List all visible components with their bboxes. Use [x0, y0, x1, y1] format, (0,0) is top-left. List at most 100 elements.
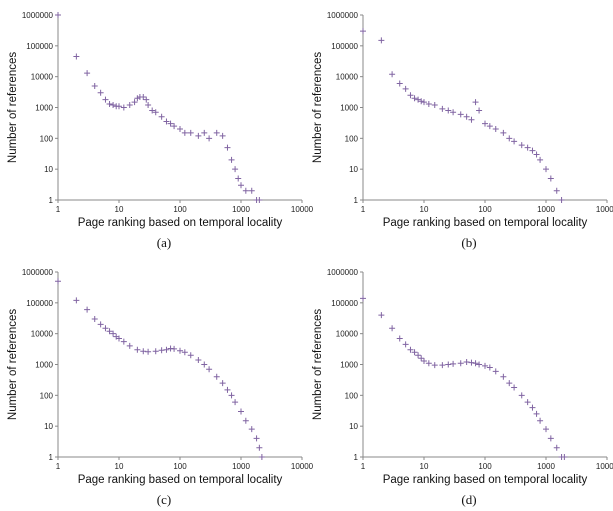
- point: [126, 102, 133, 109]
- point: [126, 342, 133, 349]
- point: [476, 361, 483, 368]
- point: [457, 360, 464, 367]
- y-tick-label: 1000: [340, 104, 358, 113]
- point: [537, 156, 544, 163]
- point: [396, 80, 403, 87]
- x-tick-label: 1: [361, 462, 366, 471]
- point: [91, 82, 98, 89]
- point: [511, 384, 518, 391]
- point: [415, 352, 422, 359]
- point: [181, 349, 188, 356]
- point: [248, 187, 255, 194]
- x-tick-label: 10: [115, 462, 124, 471]
- y-tick-label: 10: [44, 422, 53, 431]
- point: [450, 360, 457, 367]
- point: [421, 357, 427, 364]
- y-tick-label: 1000: [35, 104, 53, 113]
- point: [547, 175, 554, 182]
- y-tick-label: 10000: [31, 73, 54, 82]
- y-tick-label: 100: [40, 134, 54, 143]
- y-tick-label: 1000000: [327, 11, 359, 20]
- x-tick-label: 100: [173, 462, 187, 471]
- point: [258, 454, 265, 460]
- y-tick-label: 10000: [336, 330, 359, 339]
- point: [195, 356, 202, 363]
- point: [110, 330, 117, 337]
- point: [445, 107, 452, 114]
- point: [389, 71, 396, 78]
- y-tick-label: 1: [354, 453, 359, 462]
- x-tick-label: 1: [56, 205, 61, 214]
- point: [206, 366, 213, 373]
- point: [219, 380, 226, 387]
- point: [242, 187, 249, 194]
- y-tick-label: 1000000: [327, 268, 359, 277]
- y-tick-label: 1: [354, 196, 359, 205]
- point: [439, 362, 446, 369]
- point: [167, 120, 174, 127]
- x-tick-label: 1000: [232, 462, 250, 471]
- point: [431, 102, 438, 109]
- panel: 1 10 100 1000 10000 100000 1000000 1 10 100 1000 10…: [312, 11, 613, 250]
- x-axis-label: Page ranking based on temporal locality: [383, 217, 588, 229]
- point: [524, 144, 531, 151]
- point: [533, 410, 540, 417]
- point: [143, 96, 150, 103]
- caption: (b): [461, 235, 476, 250]
- point: [187, 352, 194, 359]
- x-tick-label: 10: [420, 205, 429, 214]
- y-tick-label: 1000: [35, 361, 53, 370]
- point: [145, 348, 152, 355]
- point: [482, 120, 488, 127]
- x-axis-label: Page ranking based on temporal locality: [78, 474, 283, 486]
- point: [187, 129, 194, 136]
- point: [411, 349, 418, 356]
- point: [529, 404, 536, 411]
- point: [553, 444, 560, 451]
- point: [213, 129, 220, 136]
- point: [431, 362, 438, 369]
- point: [457, 111, 464, 118]
- y-tick-label: 10: [44, 165, 53, 174]
- point: [425, 100, 432, 107]
- point: [543, 166, 549, 173]
- point: [543, 426, 549, 433]
- point: [418, 355, 425, 362]
- point: [500, 129, 507, 136]
- point: [360, 28, 366, 35]
- point: [463, 359, 470, 366]
- point: [116, 103, 122, 110]
- x-axis-label: Page ranking based on temporal locality: [78, 217, 283, 229]
- point: [518, 392, 525, 399]
- y-tick-label: 10: [349, 165, 358, 174]
- point: [177, 347, 183, 354]
- point: [238, 408, 244, 415]
- point: [213, 373, 220, 380]
- point: [84, 306, 91, 313]
- point: [378, 312, 385, 319]
- point: [518, 142, 525, 149]
- y-tick-label: 100: [40, 391, 54, 400]
- point: [91, 315, 98, 322]
- point: [55, 278, 61, 285]
- y-tick-label: 100: [345, 134, 359, 143]
- point: [134, 95, 141, 102]
- x-tick-label: 100: [173, 205, 187, 214]
- point: [55, 12, 61, 18]
- x-axis-label: Page ranking based on temporal locality: [383, 474, 588, 486]
- x-tick-label: 1000: [537, 462, 555, 471]
- point: [152, 109, 159, 116]
- y-tick-label: 100000: [26, 42, 53, 51]
- point: [445, 361, 452, 368]
- point: [396, 335, 403, 342]
- x-tick-label: 10000: [291, 205, 314, 214]
- point: [463, 113, 470, 120]
- y-axis-label: Number of references: [312, 52, 324, 163]
- y-tick-label: 10000: [336, 73, 359, 82]
- point: [547, 435, 554, 442]
- point: [402, 341, 409, 348]
- point: [102, 96, 109, 103]
- point: [407, 346, 414, 353]
- point: [73, 297, 80, 304]
- point: [120, 104, 127, 111]
